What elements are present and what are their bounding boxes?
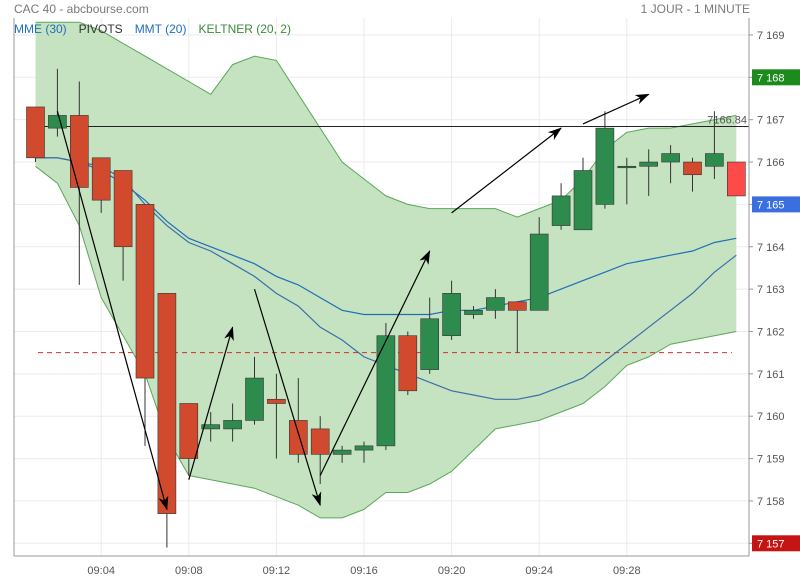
y-tick-label: 7 163 [757, 284, 785, 296]
price-tag-label: 7 165 [757, 199, 785, 211]
trend-arrow [319, 250, 431, 476]
x-tick-label: 09:04 [87, 565, 115, 577]
y-tick-label: 7 159 [757, 454, 785, 466]
candle-body [507, 301, 527, 311]
candle-body [529, 233, 549, 311]
x-tick-label: 09:16 [350, 565, 378, 577]
x-tick-label: 09:12 [263, 565, 291, 577]
candle-body [91, 157, 111, 201]
candle-body [442, 293, 461, 337]
interval-label[interactable]: 1 JOUR - 1 MINUTE [640, 2, 750, 16]
candle-body [135, 204, 155, 379]
x-tick-label: 09:28 [613, 565, 641, 577]
legend-keltner[interactable]: KELTNER (20, 2) [198, 22, 291, 36]
keltner-upper-line [35, 21, 737, 218]
trend-arrow [451, 127, 562, 214]
candle-body [201, 424, 220, 430]
reference-line-label: 7166.84 [707, 114, 747, 126]
chart-header: CAC 40 - abcbourse.com 1 JOUR - 1 MINUTE [0, 0, 800, 18]
price-tag-label: 7 168 [757, 72, 785, 84]
candle-body [48, 115, 67, 129]
candle-body [617, 165, 637, 169]
candle-body [332, 449, 352, 455]
candle-body [398, 335, 418, 392]
candle-body [376, 335, 396, 447]
y-tick-label: 7 166 [757, 157, 785, 169]
y-tick-label: 7 164 [757, 242, 785, 254]
candle-body [573, 170, 593, 231]
y-tick-label: 7 161 [757, 369, 785, 381]
trend-arrow [582, 93, 650, 125]
trend-arrow [56, 111, 169, 511]
price-tag [752, 535, 800, 552]
candle-body [595, 127, 615, 205]
candle-body [179, 403, 199, 459]
candle-body [70, 115, 89, 188]
candle-body [705, 153, 724, 167]
candle-body [310, 428, 330, 455]
candle-body [683, 161, 702, 176]
legend-mme[interactable]: MME (30) [14, 22, 67, 36]
price-tag [752, 69, 800, 86]
candle-body [464, 309, 483, 315]
chart-title: CAC 40 - abcbourse.com [14, 2, 149, 16]
candle-body [661, 153, 680, 163]
candle-body [157, 293, 177, 514]
x-tick-label: 09:08 [175, 565, 203, 577]
candle-body [267, 398, 286, 404]
legend-pivots[interactable]: PIVOTS [78, 22, 123, 36]
trend-arrow [253, 288, 322, 507]
candle-body [726, 161, 746, 197]
candle-body [26, 106, 45, 159]
y-tick-label: 7 162 [757, 326, 785, 338]
candle-body [223, 420, 242, 430]
legend-mmt[interactable]: MMT (20) [134, 22, 187, 36]
y-tick-label: 7 169 [757, 30, 785, 42]
trend-arrow [188, 326, 234, 480]
x-tick-label: 09:20 [438, 565, 466, 577]
y-tick-label: 7 158 [757, 496, 785, 508]
candle-body [420, 318, 440, 370]
candle-body [486, 297, 505, 311]
keltner-band [35, 22, 737, 518]
candle-body [354, 445, 374, 451]
price-tag-label: 7 157 [757, 538, 785, 550]
x-tick-label: 09:24 [525, 565, 553, 577]
candle-body [113, 170, 133, 248]
keltner-lower-line [35, 165, 737, 519]
candle-body [639, 161, 659, 167]
y-tick-label: 7 167 [757, 115, 785, 127]
indicator-legend: MME (30) PIVOTS MMT (20) KELTNER (20, 2) [14, 22, 291, 36]
candle-body [288, 420, 308, 455]
candle-body [245, 377, 264, 421]
y-tick-label: 7 160 [757, 411, 785, 423]
candle-body [551, 195, 571, 226]
price-tag [752, 196, 800, 213]
